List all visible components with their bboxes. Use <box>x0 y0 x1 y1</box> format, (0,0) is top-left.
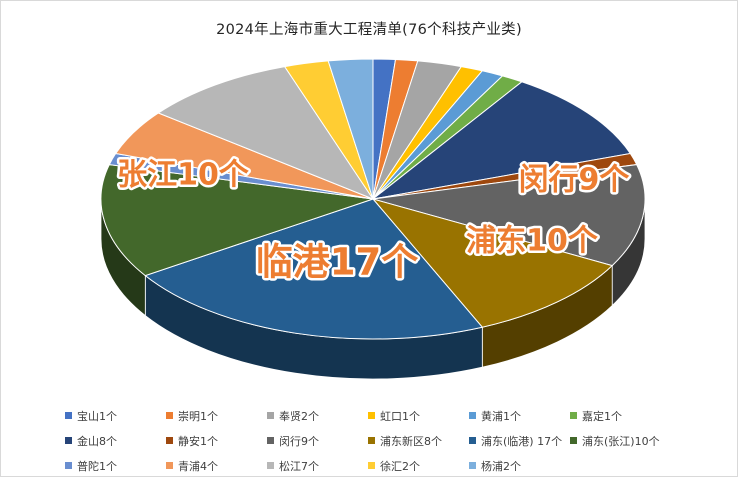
legend-label: 崇明1个 <box>178 409 218 423</box>
legend-label: 金山8个 <box>77 434 117 448</box>
legend-item: 宝山1个 <box>65 408 166 424</box>
legend-label: 静安1个 <box>178 434 218 448</box>
legend-swatch <box>65 412 72 419</box>
legend-swatch <box>65 462 72 469</box>
legend-item: 金山8个 <box>65 433 166 449</box>
pie-slice <box>372 81 632 200</box>
legend-item: 浦东(临港) 17个 <box>469 433 570 449</box>
legend-swatch <box>267 462 274 469</box>
legend-swatch <box>166 412 173 419</box>
legend-label: 奉贤2个 <box>279 409 319 423</box>
legend-label: 黄浦1个 <box>481 409 521 423</box>
legend-label: 普陀1个 <box>77 459 117 473</box>
legend-swatch <box>368 437 375 444</box>
legend-item: 浦东新区8个 <box>368 433 469 449</box>
legend-swatch <box>570 412 577 419</box>
legend-swatch <box>65 437 72 444</box>
legend-label: 虹口1个 <box>380 409 420 423</box>
legend-swatch <box>469 412 476 419</box>
legend-label: 松江7个 <box>279 459 319 473</box>
legend-swatch <box>166 437 173 444</box>
legend-item: 徐汇2个 <box>368 458 469 474</box>
legend-swatch <box>570 437 577 444</box>
chart-title: 2024年上海市重大工程清单(76个科技产业类) <box>216 22 522 38</box>
pie-slice <box>372 164 646 267</box>
legend-item: 普陀1个 <box>65 458 166 474</box>
legend-label: 徐汇2个 <box>380 459 420 473</box>
legend-swatch <box>469 437 476 444</box>
legend-label: 浦东(张江)10个 <box>582 434 660 448</box>
legend-swatch <box>368 412 375 419</box>
legend-item: 奉贤2个 <box>267 408 368 424</box>
pie-slice <box>327 58 374 200</box>
legend-item: 松江7个 <box>267 458 368 474</box>
pie-slice <box>157 66 375 201</box>
legend-item: 浦东(张江)10个 <box>570 433 671 449</box>
legend-swatch <box>469 462 476 469</box>
legend-item: 嘉定1个 <box>570 408 671 424</box>
legend-item: 黄浦1个 <box>469 408 570 424</box>
legend-label: 浦东(临港) 17个 <box>481 434 563 448</box>
pie-slice <box>100 164 374 277</box>
slice-callout-label: 闵行9个 <box>519 163 631 198</box>
legend-item: 青浦4个 <box>166 458 267 474</box>
legend-item: 虹口1个 <box>368 408 469 424</box>
legend-label: 浦东新区8个 <box>380 434 442 448</box>
legend-label: 嘉定1个 <box>582 409 622 423</box>
legend-label: 青浦4个 <box>178 459 218 473</box>
legend-swatch <box>166 462 173 469</box>
slice-callout-label: 临港17个 <box>256 241 419 284</box>
legend-label: 杨浦2个 <box>481 459 521 473</box>
legend-swatch <box>267 412 274 419</box>
legend: 宝山1个 崇明1个 奉贤2个 虹口1个 黄浦1个 嘉定1个金山8个 静安1个 闵行9个 浦东新区… <box>65 403 671 478</box>
pie-slice <box>371 198 614 328</box>
legend-swatch <box>368 462 375 469</box>
legend-label: 闵行9个 <box>279 434 319 448</box>
legend-item: 杨浦2个 <box>469 458 570 474</box>
legend-item: 静安1个 <box>166 433 267 449</box>
legend-label: 宝山1个 <box>77 409 117 423</box>
slice-callout-label: 张江10个 <box>117 158 250 193</box>
slice-callout-label: 浦东10个 <box>466 224 599 259</box>
legend-swatch <box>267 437 274 444</box>
legend-item: 崇明1个 <box>166 408 267 424</box>
legend-item: 闵行9个 <box>267 433 368 449</box>
pie-slice <box>144 198 484 340</box>
